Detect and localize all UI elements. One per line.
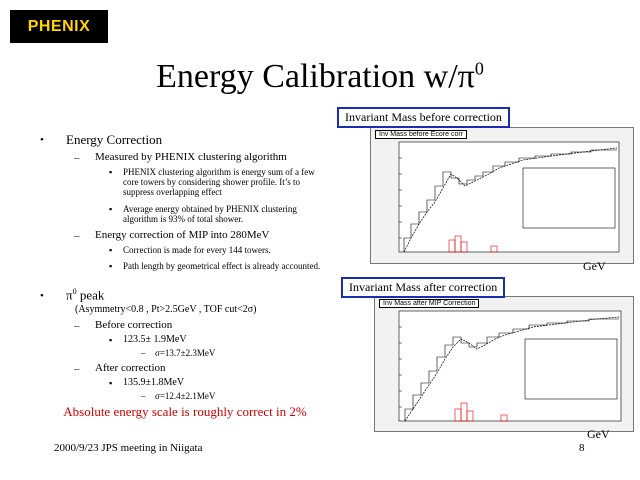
clustering-algorithm-item: Measured by PHENIX clustering algorithm xyxy=(95,151,287,163)
invariant-mass-before-plot: Inv Mass before Ecore corr xyxy=(370,127,634,264)
plot-header-before: Inv Mass before Ecore corr xyxy=(375,130,468,139)
clustering-detail-1: PHENIX clustering algorithm is energy su… xyxy=(123,167,315,197)
title-superscript: 0 xyxy=(474,58,484,79)
after-correction-sigma: σ=12.4±2.1MeV xyxy=(155,391,216,401)
dash-bullet: – xyxy=(74,320,80,332)
page-number: 8 xyxy=(579,442,585,454)
pi-symbol: π xyxy=(66,287,73,303)
plot-header-after: Inv Mass after MIP Correction xyxy=(379,299,480,308)
square-bullet: ▪ xyxy=(109,245,113,255)
bullet-dot: • xyxy=(40,134,44,146)
before-correction-label: Before correction xyxy=(95,319,173,331)
conclusion-text: Absolute energy scale is roughly correct… xyxy=(63,404,307,419)
clustering-detail-2: Average energy obtained by PHENIX cluste… xyxy=(123,204,297,224)
mip-correction-item: Energy correction of MIP into 280MeV xyxy=(95,229,270,241)
square-bullet: ▪ xyxy=(109,204,113,214)
after-correction-label: After correction xyxy=(95,362,166,374)
caption-before-correction: Invariant Mass before correction xyxy=(337,107,510,128)
caption-after-correction: Invariant Mass after correction xyxy=(341,277,506,298)
dash-bullet: – xyxy=(141,348,146,358)
mip-detail-2: Path length by geometrical effect is alr… xyxy=(123,261,321,271)
footer-text: 2000/9/23 JPS meeting in Niigata xyxy=(54,442,203,454)
gev-unit-bottom: GeV xyxy=(587,427,610,441)
histogram-after xyxy=(398,310,622,422)
after-correction-value: 135.9±1.8MeV xyxy=(123,377,185,388)
square-bullet: ▪ xyxy=(109,378,113,388)
gev-unit-top: GeV xyxy=(583,259,606,273)
pi-superscript: 0 xyxy=(72,287,77,296)
before-correction-sigma: σ=13.7±2.3MeV xyxy=(155,348,216,358)
square-bullet: ▪ xyxy=(109,335,113,345)
logo-text: PHENIX xyxy=(27,17,91,35)
dash-bullet: – xyxy=(141,391,146,401)
square-bullet: ▪ xyxy=(109,167,113,177)
title-text: Energy Calibration w/π xyxy=(156,58,475,95)
bullet-dot: • xyxy=(40,290,44,302)
histogram-before xyxy=(398,141,620,253)
mip-detail-1: Correction is made for every 144 towers. xyxy=(123,245,271,255)
square-bullet: ▪ xyxy=(109,261,113,271)
energy-correction-heading: Energy Correction xyxy=(66,132,163,147)
slide-title: Energy Calibration w/π0 xyxy=(0,58,640,96)
dash-bullet: – xyxy=(74,363,80,375)
cuts-text: (Asymmetry<0.8 , Pt>2.5GeV , TOF cut<2σ) xyxy=(75,304,257,315)
invariant-mass-after-plot: Inv Mass after MIP Correction xyxy=(374,296,634,432)
phenix-logo: PHENIX xyxy=(10,10,108,43)
before-correction-value: 123.5± 1.9MeV xyxy=(123,334,187,345)
dash-bullet: – xyxy=(74,152,80,164)
dash-bullet: – xyxy=(74,230,80,242)
peak-text: peak xyxy=(76,287,105,303)
pi0-peak-heading: π0 peak xyxy=(66,287,104,303)
